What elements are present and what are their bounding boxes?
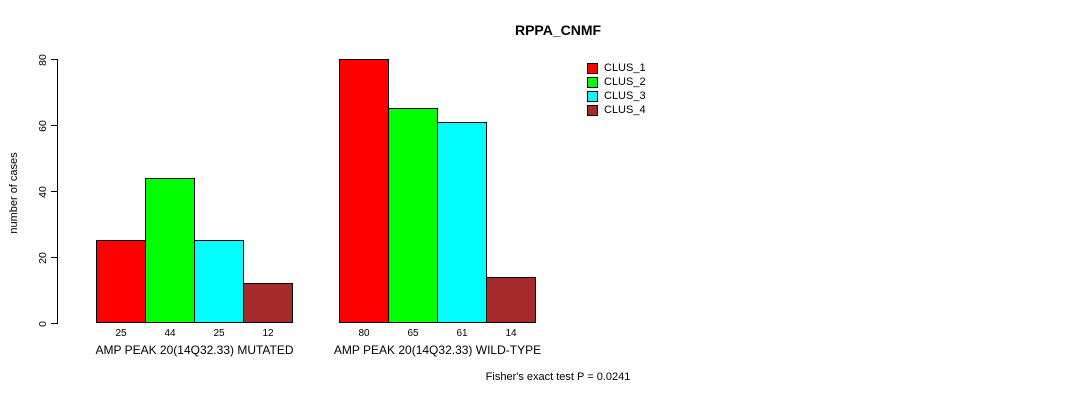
bar-value-label: 25 — [115, 328, 127, 339]
bar-clus_3-group1 — [194, 240, 244, 323]
fisher-test-footnote: Fisher's exact test P = 0.0241 — [485, 371, 631, 383]
plot-area: 25 44 25 12 AMP PEAK 20(14Q32.33) MUTATED 80 6… — [58, 59, 558, 357]
y-tick-label: 20 — [37, 251, 49, 264]
legend-item-clus_4: CLUS_4 — [587, 104, 646, 117]
y-tick-mark — [51, 59, 58, 60]
y-tick-label: 80 — [37, 53, 49, 66]
bar-clus_1-group1 — [96, 240, 146, 323]
bar-value-label: 25 — [213, 328, 225, 339]
legend-label: CLUS_4 — [604, 104, 646, 116]
bar-value-label: 14 — [505, 328, 517, 339]
legend-label: CLUS_3 — [604, 90, 646, 102]
legend-label: CLUS_2 — [604, 76, 646, 88]
group-label-1: AMP PEAK 20(14Q32.33) MUTATED — [95, 343, 294, 357]
bar-clus_3-group2 — [437, 122, 487, 323]
bar-clus_1-group2 — [339, 59, 389, 323]
bar-clus_4-group1 — [243, 283, 293, 323]
legend-swatch-icon — [587, 105, 598, 116]
legend-label: CLUS_1 — [604, 62, 646, 74]
y-tick-label: 0 — [37, 320, 49, 327]
legend-swatch-icon — [587, 77, 598, 88]
bar-value-label: 65 — [407, 328, 419, 339]
y-tick-mark — [51, 323, 58, 324]
bar-clus_2-group2 — [388, 108, 438, 323]
legend-swatch-icon — [587, 91, 598, 102]
bar-clus_4-group2 — [486, 277, 536, 323]
legend-swatch-icon — [587, 63, 598, 74]
legend: CLUS_1 CLUS_2 CLUS_3 CLUS_4 — [587, 62, 646, 117]
bar-clus_2-group1 — [145, 178, 195, 323]
bar-value-label: 44 — [164, 328, 176, 339]
chart-title: RPPA_CNMF — [514, 22, 602, 38]
legend-item-clus_2: CLUS_2 — [587, 76, 646, 89]
y-tick-label: 40 — [37, 185, 49, 198]
y-tick-mark — [51, 257, 58, 258]
group-label-2: AMP PEAK 20(14Q32.33) WILD-TYPE — [333, 343, 542, 357]
y-tick-mark — [51, 125, 58, 126]
y-tick-label: 60 — [37, 119, 49, 132]
legend-item-clus_3: CLUS_3 — [587, 90, 646, 103]
bar-value-label: 80 — [358, 328, 370, 339]
bar-value-label: 12 — [262, 328, 274, 339]
y-axis-label: number of cases — [8, 152, 20, 234]
y-tick-mark — [51, 191, 58, 192]
legend-item-clus_1: CLUS_1 — [587, 62, 646, 75]
bar-value-label: 61 — [456, 328, 468, 339]
